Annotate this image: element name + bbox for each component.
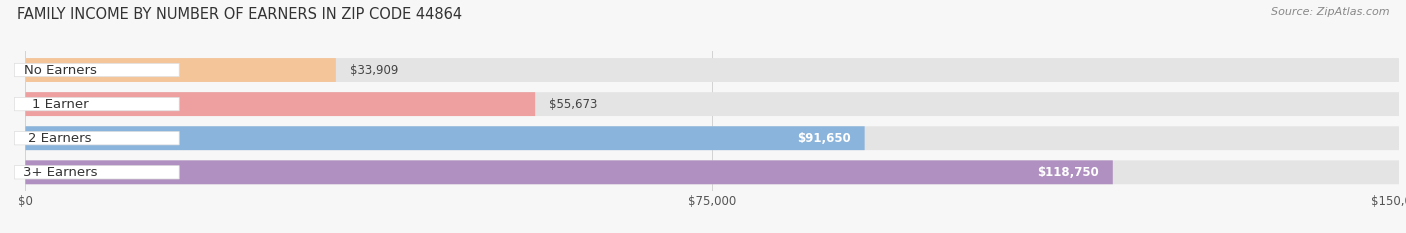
Text: Source: ZipAtlas.com: Source: ZipAtlas.com (1271, 7, 1389, 17)
Text: $91,650: $91,650 (797, 132, 851, 145)
Text: FAMILY INCOME BY NUMBER OF EARNERS IN ZIP CODE 44864: FAMILY INCOME BY NUMBER OF EARNERS IN ZI… (17, 7, 463, 22)
FancyBboxPatch shape (25, 160, 1399, 184)
FancyBboxPatch shape (25, 92, 1399, 116)
FancyBboxPatch shape (14, 63, 179, 77)
FancyBboxPatch shape (14, 131, 179, 145)
Text: $118,750: $118,750 (1038, 166, 1099, 179)
Text: 2 Earners: 2 Earners (28, 132, 91, 145)
FancyBboxPatch shape (25, 58, 336, 82)
FancyBboxPatch shape (25, 126, 1399, 150)
Text: No Earners: No Earners (24, 64, 97, 76)
FancyBboxPatch shape (14, 166, 179, 179)
FancyBboxPatch shape (25, 126, 865, 150)
Text: 3+ Earners: 3+ Earners (22, 166, 97, 179)
FancyBboxPatch shape (25, 92, 536, 116)
Text: $33,909: $33,909 (350, 64, 398, 76)
Text: 1 Earner: 1 Earner (32, 98, 89, 111)
Text: $55,673: $55,673 (548, 98, 598, 111)
FancyBboxPatch shape (25, 160, 1112, 184)
FancyBboxPatch shape (25, 58, 1399, 82)
FancyBboxPatch shape (14, 97, 179, 111)
